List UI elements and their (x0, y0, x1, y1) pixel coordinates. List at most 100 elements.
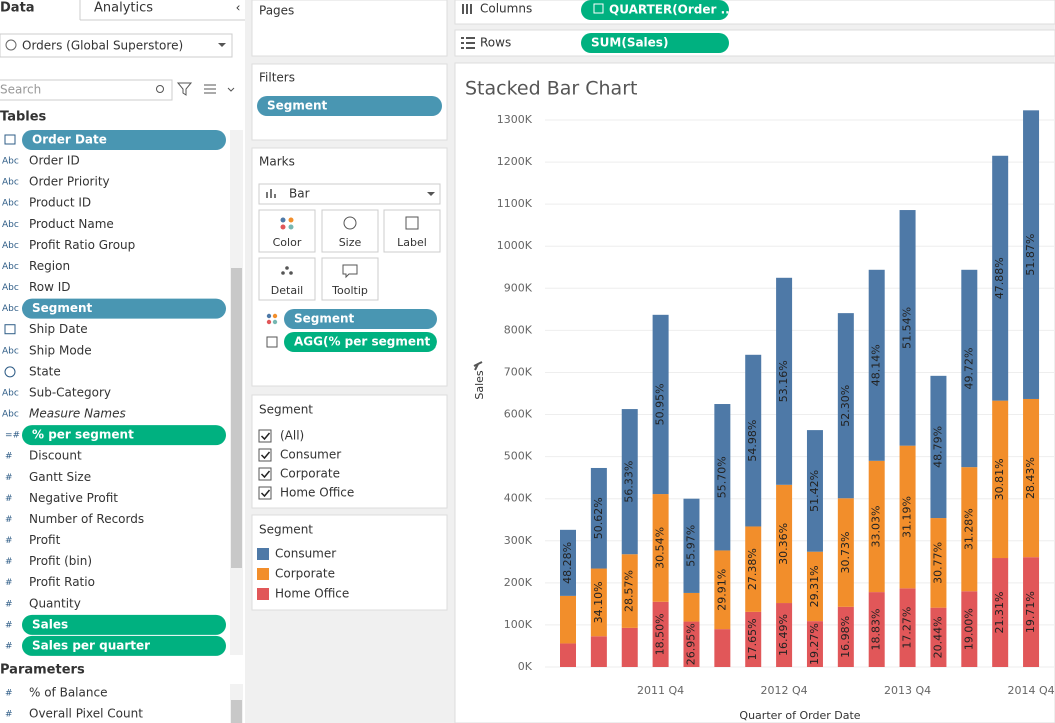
filter[interactable]: Segment (267, 99, 328, 113)
mark-pill[interactable]: Segment (294, 312, 355, 326)
collapse-icon[interactable]: ‹ (236, 1, 241, 15)
field[interactable]: Measure Names (29, 407, 126, 421)
scroll-thumb[interactable] (231, 700, 242, 723)
field[interactable]: State (29, 364, 61, 378)
card-title: Filters (259, 71, 295, 85)
y-tick-label: 500K (504, 450, 533, 463)
bar-segment (683, 592, 700, 622)
field[interactable]: Sub-Category (29, 385, 111, 399)
field-icon: # (5, 515, 13, 525)
field[interactable]: Segment (32, 301, 93, 315)
segment-label: 29.31% (808, 565, 821, 607)
field-icon: # (5, 452, 13, 462)
field-icon: # (5, 578, 13, 588)
field[interactable]: Order ID (29, 154, 80, 168)
tab[interactable]: Analytics (94, 1, 153, 16)
field-pill[interactable] (22, 635, 226, 656)
field-icon: # (5, 536, 13, 546)
field-icon: Abc (2, 304, 19, 314)
checkbox[interactable] (258, 486, 272, 500)
filter-item[interactable]: Consumer (280, 448, 341, 462)
field[interactable]: Overall Pixel Count (29, 707, 143, 721)
legend-label: Home Office (275, 587, 349, 601)
shelf-pill[interactable] (581, 0, 729, 20)
checkbox[interactable] (258, 429, 272, 443)
mark-pill-pill[interactable] (284, 332, 437, 352)
checkbox[interactable] (258, 467, 272, 481)
shelf-pill[interactable] (581, 33, 729, 53)
field[interactable]: Order Date (32, 133, 107, 147)
field[interactable]: % per segment (32, 428, 134, 442)
search-box[interactable] (0, 79, 173, 101)
shelf-label: Columns (480, 2, 532, 16)
label-icon (405, 216, 419, 230)
tab[interactable]: Data (0, 1, 35, 16)
legend-swatch (257, 588, 269, 600)
filter-item[interactable]: Corporate (280, 467, 340, 481)
field-icon: Abc (2, 283, 19, 293)
field[interactable]: Region (29, 259, 70, 273)
bar-segment (961, 591, 978, 667)
field[interactable]: Gantt Size (29, 470, 91, 484)
mark-button-label[interactable]: Size (339, 236, 362, 249)
y-tick-label: 700K (504, 365, 533, 378)
field-pill[interactable] (22, 298, 226, 319)
bar-segment (714, 550, 731, 630)
color-icon (280, 217, 286, 223)
segment-label: 30.73% (839, 532, 852, 574)
field[interactable]: Sales per quarter (32, 638, 150, 652)
field[interactable]: Quantity (29, 596, 81, 610)
shelf[interactable]: SUM(Sales) (591, 36, 668, 50)
field[interactable]: Ship Date (29, 322, 88, 336)
shelf[interactable]: QUARTER(Order .. (609, 3, 730, 17)
field[interactable]: Order Priority (29, 175, 110, 189)
field[interactable]: Profit Ratio (29, 575, 95, 589)
segment-label: 30.81% (993, 458, 1006, 500)
field[interactable]: Profit Ratio Group (29, 238, 135, 252)
mark-button-label[interactable]: Label (397, 236, 427, 249)
field-pill[interactable] (22, 425, 226, 446)
datasource-box[interactable] (0, 33, 233, 58)
bar-segment (745, 611, 762, 667)
filter-icon[interactable] (176, 82, 193, 96)
x-tick-label: 2014 Q4 (1007, 684, 1054, 697)
field[interactable]: Discount (29, 449, 82, 463)
field[interactable]: Profit (29, 533, 61, 547)
field[interactable]: Sales (32, 617, 68, 631)
columns-shelf (454, 0, 1055, 25)
shelf-label: Rows (480, 36, 511, 50)
mark-button[interactable] (258, 209, 316, 253)
checkbox[interactable] (258, 448, 272, 462)
checkmark (260, 432, 271, 441)
field[interactable]: % of Balance (29, 686, 107, 700)
mark-pill-pill[interactable] (284, 309, 437, 329)
mark-button-label[interactable]: Color (273, 236, 302, 249)
mark-button-label[interactable]: Tooltip (331, 284, 368, 297)
filter-item[interactable]: Home Office (280, 486, 354, 500)
scroll-thumb[interactable] (231, 268, 242, 568)
view-icon[interactable] (204, 84, 235, 94)
field[interactable]: Ship Mode (29, 343, 92, 357)
field[interactable]: Row ID (29, 280, 71, 294)
checkmark (260, 489, 271, 498)
checkmark (260, 470, 271, 479)
field[interactable]: Profit (bin) (29, 554, 92, 568)
field[interactable]: Negative Profit (29, 491, 118, 505)
field-pill[interactable] (22, 614, 226, 635)
segment-label: 33.03% (870, 505, 883, 547)
mark-pill[interactable]: AGG(% per segment ) (294, 335, 440, 349)
y-axis-label: Sales (473, 370, 486, 400)
mark-type-dropdown[interactable] (258, 183, 441, 205)
field[interactable]: Product ID (29, 196, 91, 210)
mark-button[interactable] (258, 257, 316, 301)
field-icon: Abc (2, 178, 19, 188)
bar-segment (652, 314, 669, 495)
bar-segment (806, 430, 823, 552)
filter-item[interactable]: (All) (280, 429, 304, 443)
filter-pill[interactable] (257, 96, 442, 116)
mark-button-label[interactable]: Detail (271, 284, 303, 297)
field[interactable]: Product Name (29, 217, 114, 231)
field-pill[interactable] (22, 130, 226, 150)
field[interactable]: Number of Records (29, 512, 144, 526)
legend-label: Consumer (275, 547, 336, 561)
